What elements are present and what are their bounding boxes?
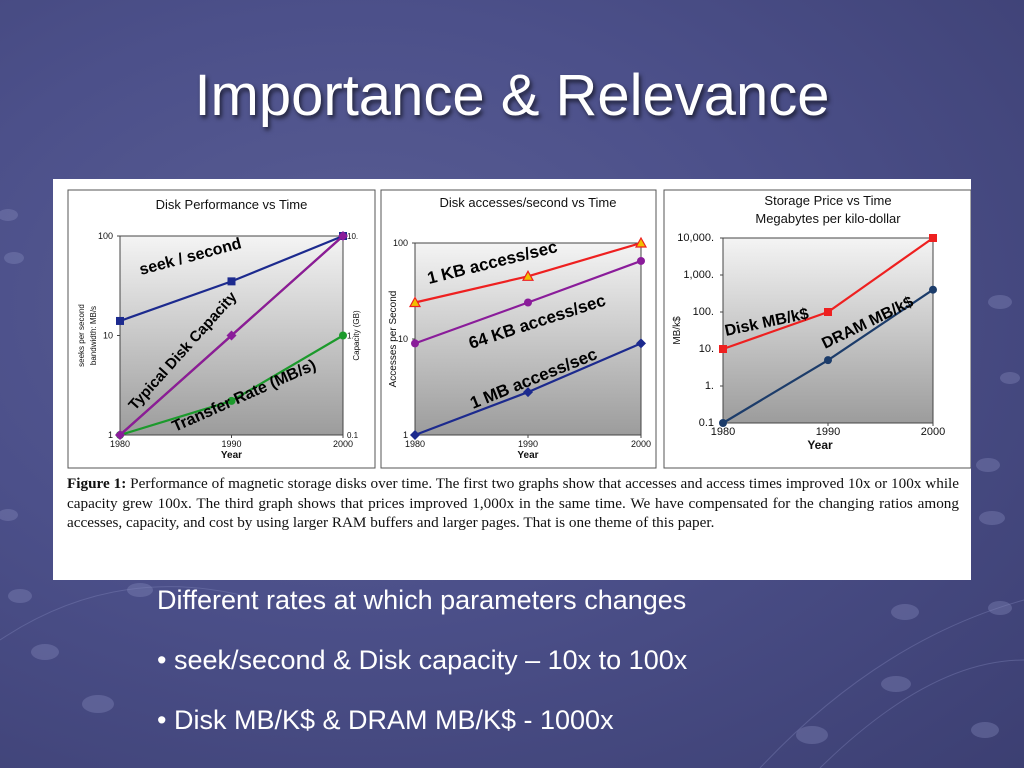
y-axis-label: Accesses per Second	[388, 291, 399, 388]
background-dot	[1000, 372, 1020, 384]
background-dot	[82, 695, 114, 713]
chart1-axes: Disk Performance vs Time 1980 1990 2000 Year…	[77, 197, 361, 461]
data-point	[227, 396, 236, 405]
background-dot	[8, 589, 32, 603]
data-point	[929, 234, 937, 242]
chart1-frame	[67, 189, 376, 469]
data-point	[339, 331, 347, 340]
y-tick-label: 1,000.	[683, 269, 714, 281]
background-curve	[0, 586, 261, 641]
background-dot	[127, 583, 153, 597]
y-tick-label: 10,000.	[677, 232, 714, 244]
y-tick-label: 10	[398, 334, 408, 344]
background-curve	[819, 659, 1024, 768]
x-tick-label: 2000	[333, 439, 353, 449]
figure-charts: Disk Performance vs Time 1980 1990 2000 Year…	[67, 189, 971, 469]
bullet-item: • Disk MB/K$ & DRAM MB/K$ - 1000x	[157, 705, 614, 735]
background-curve	[759, 599, 1024, 768]
x-axis-label: Year	[807, 438, 833, 452]
y-axis-label: MB/k$	[672, 316, 683, 345]
chart-subtitle: Megabytes per kilo-dollar	[755, 211, 901, 226]
background-dot	[0, 209, 18, 221]
chart-title: Disk accesses/second vs Time	[439, 195, 616, 210]
y-right-tick-label: 10.	[347, 232, 358, 241]
x-tick-label: 2000	[921, 426, 945, 438]
x-tick-label: 1990	[221, 439, 241, 449]
data-point	[719, 345, 727, 353]
background-dot	[31, 644, 59, 660]
x-tick-label: 2000	[631, 439, 651, 449]
bullet-item: • seek/second & Disk capacity – 10x to 1…	[157, 645, 688, 675]
background-dot	[0, 509, 18, 521]
data-point	[226, 330, 237, 341]
y-tick-label: 10.	[699, 343, 714, 355]
y-tick-label: 0.1	[699, 417, 714, 429]
data-point	[227, 277, 236, 286]
data-point	[523, 387, 533, 398]
caption-text: Performance of magnetic storage disks ov…	[67, 475, 959, 531]
y-tick-label: 10	[103, 331, 113, 341]
data-point	[338, 231, 348, 241]
y-right-tick-label: 1.	[347, 332, 354, 341]
x-axis-label: Year	[221, 450, 242, 461]
y-right-tick-label: 0.1	[347, 431, 359, 440]
y-tick-label: 100	[98, 231, 113, 241]
data-point	[824, 356, 832, 365]
slide-title: Importance & Relevance	[194, 63, 830, 128]
y-tick-label: 1	[403, 430, 408, 440]
y-tick-label: 100	[393, 238, 408, 248]
y-axis-label: bandwidth: MB/s	[89, 306, 98, 365]
chart3-axes: Storage Price vs Time Megabytes per kilo-…	[672, 193, 945, 452]
background-dot	[796, 726, 828, 744]
background-dot	[988, 295, 1012, 309]
background-dot	[971, 722, 999, 738]
chart3-frame	[663, 189, 971, 469]
data-point	[719, 419, 727, 427]
data-point	[636, 338, 646, 349]
data-point	[116, 316, 124, 325]
bullet-heading: Different rates at which parameters chan…	[157, 585, 687, 615]
y-axis-label: seeks per second	[77, 304, 86, 367]
background-dot	[988, 601, 1012, 615]
x-tick-label: 1980	[711, 426, 735, 438]
data-point	[824, 308, 832, 316]
background-dot	[881, 676, 911, 692]
figure-caption: Figure 1: Performance of magnetic storag…	[67, 474, 959, 533]
data-point	[411, 339, 419, 348]
data-point	[115, 430, 125, 440]
x-tick-label: 1980	[405, 439, 425, 449]
background-dot	[891, 604, 919, 620]
data-point	[524, 298, 532, 307]
chart-title: Storage Price vs Time	[764, 193, 891, 208]
data-point	[408, 296, 422, 308]
x-axis-label: Year	[517, 450, 538, 461]
chart2-frame	[380, 189, 657, 469]
x-tick-label: 1980	[110, 439, 130, 449]
background-dot	[979, 511, 1005, 525]
caption-label: Figure 1:	[67, 475, 127, 492]
figure-panel: Disk Performance vs Time 1980 1990 2000 Year…	[53, 179, 971, 580]
data-point	[410, 430, 420, 440]
data-point	[637, 256, 645, 265]
y-tick-label: 1.	[705, 380, 714, 392]
background-dot	[4, 252, 24, 264]
x-tick-label: 1990	[518, 439, 538, 449]
data-point	[634, 236, 648, 248]
data-point	[521, 270, 535, 281]
x-tick-label: 1990	[816, 426, 840, 438]
data-point	[929, 285, 937, 294]
y-tick-label: 1	[108, 430, 113, 440]
bullet-list: Different rates at which parameters chan…	[157, 583, 957, 763]
chart-title: Disk Performance vs Time	[156, 197, 308, 212]
y-tick-label: 100.	[693, 306, 714, 318]
background-dot	[976, 458, 1000, 472]
plot-area	[722, 237, 934, 424]
y-right-axis-label: Capacity (GB)	[352, 310, 361, 361]
